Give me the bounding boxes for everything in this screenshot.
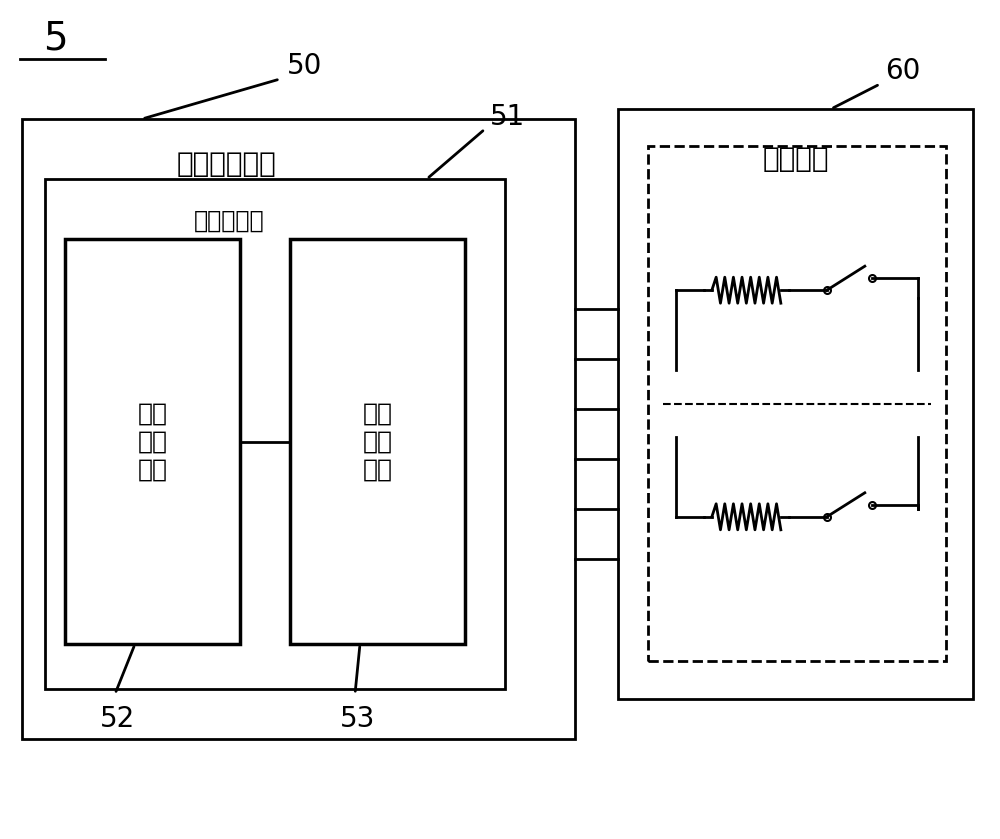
Bar xyxy=(618,109,973,699)
Bar xyxy=(65,239,240,644)
Text: 电阵阵列: 电阵阵列 xyxy=(762,145,829,173)
Text: 温度
检测
模块: 温度 检测 模块 xyxy=(138,402,168,482)
Text: 51: 51 xyxy=(490,103,526,131)
Bar xyxy=(648,146,946,661)
Bar xyxy=(45,179,505,689)
Text: 温度检测器: 温度检测器 xyxy=(194,209,264,233)
Text: 5: 5 xyxy=(43,20,67,58)
Text: 52: 52 xyxy=(100,705,136,733)
Text: 信号输出单元: 信号输出单元 xyxy=(177,150,276,178)
Text: 53: 53 xyxy=(340,705,376,733)
Bar xyxy=(290,239,465,644)
Bar xyxy=(22,119,575,739)
Text: 50: 50 xyxy=(287,52,323,80)
Text: 60: 60 xyxy=(885,57,921,85)
Text: 模数
转换
模块: 模数 转换 模块 xyxy=(362,402,392,482)
